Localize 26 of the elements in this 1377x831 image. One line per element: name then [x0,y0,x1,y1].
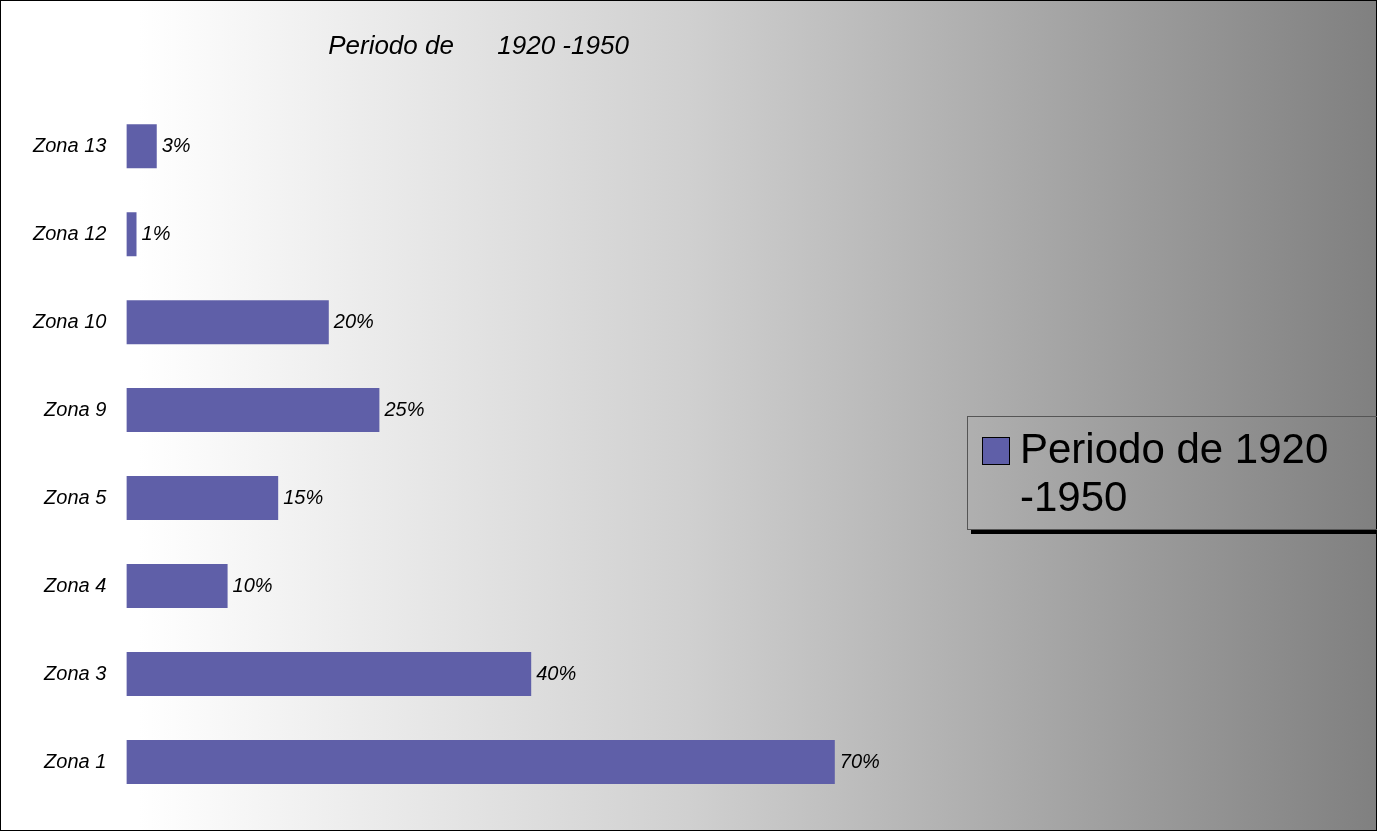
data-label: 15% [283,485,324,508]
y-tick-label: Zona 4 [43,573,107,596]
data-label: 20% [332,309,374,332]
bar [126,476,279,521]
bar [126,124,157,169]
text: Periodo de 1920 -1950 [1020,425,1330,521]
y-tick-label: Zona 1 [43,749,107,772]
data-label: 10% [232,573,273,596]
y-tick-label: Zona 3 [43,661,107,684]
y-tick-label: Zona 5 [43,485,108,508]
y-tick-label: Zona 13 [32,133,107,156]
data-label: 70% [839,749,880,772]
bar [126,740,835,785]
bar [126,652,532,697]
y-tick-label: Zona 10 [32,309,107,332]
data-label: 25% [383,397,425,420]
bar [126,564,228,609]
y-tick-label: Zona 9 [43,397,107,420]
chart-title: Periodo de 1920 -1950 [328,29,630,60]
bar [126,212,137,257]
bar [126,300,329,345]
data-label: 1% [141,221,171,244]
data-label: 40% [536,661,577,684]
y-tick-label: Zona 12 [32,221,107,244]
bar [126,388,380,433]
data-label: 3% [161,133,191,156]
